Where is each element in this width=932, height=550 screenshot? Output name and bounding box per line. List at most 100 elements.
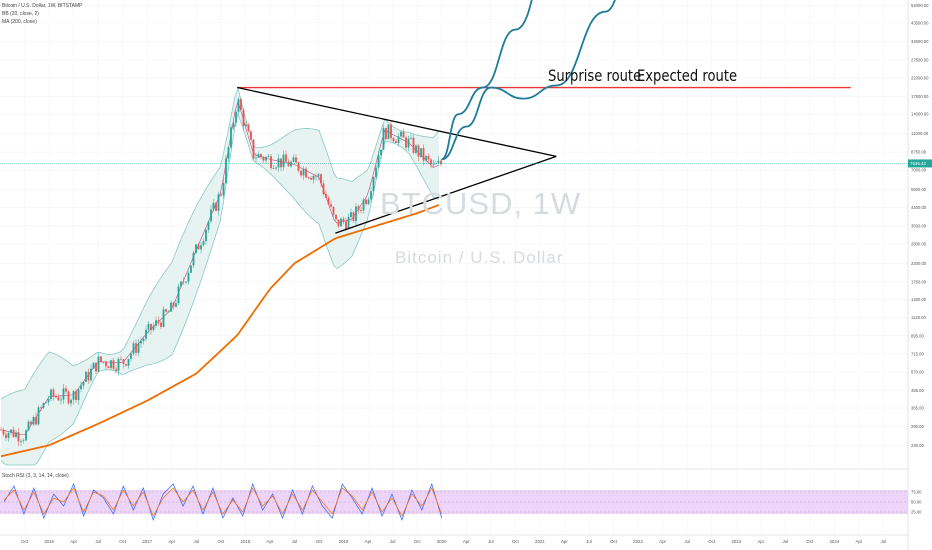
- candle-body: [345, 221, 347, 230]
- annotation-surprise-route[interactable]: Surprise route: [548, 66, 642, 85]
- price-tick-label: 11000.00: [911, 131, 929, 136]
- candle-body: [405, 137, 407, 148]
- candle-body: [255, 157, 257, 159]
- price-tick-label: 895.00: [911, 333, 924, 338]
- candle-body: [42, 403, 45, 408]
- candle-body: [142, 338, 145, 342]
- candle-body: [50, 389, 52, 400]
- stoch-tick-label: 50.00: [911, 500, 922, 505]
- candle-body: [72, 391, 75, 400]
- candle-body: [380, 149, 382, 156]
- candle-body: [45, 402, 47, 404]
- candle-body: [52, 389, 55, 397]
- time-tick-label: Jul: [881, 539, 887, 544]
- candle-body: [400, 131, 402, 137]
- time-tick-label: Jul: [95, 539, 101, 544]
- candle-body: [180, 281, 182, 287]
- candle-body: [145, 329, 147, 339]
- candle-body: [222, 183, 225, 196]
- candle-body: [350, 212, 352, 217]
- trend-drawings[interactable]: [237, 0, 851, 234]
- time-tick-label: Oct: [708, 539, 716, 544]
- expected-route-path: [441, 0, 616, 161]
- candle-body: [235, 111, 237, 123]
- time-tick-label: 2024: [829, 539, 839, 544]
- time-tick-label: Apr: [168, 539, 175, 544]
- watermark-name: Bitcoin / U.S. Dollar: [395, 248, 564, 267]
- annotation-expected-route[interactable]: Expected route: [637, 66, 738, 85]
- candle-body: [382, 128, 385, 150]
- price-tick-label: 27500.00: [911, 57, 929, 62]
- triangle-upper-line: [237, 86, 557, 157]
- candle-body: [137, 343, 140, 353]
- candle-body: [277, 158, 280, 168]
- candle-body: [17, 432, 20, 442]
- candle-body: [265, 157, 267, 161]
- candle-body: [90, 368, 92, 381]
- legend-bb[interactable]: BB (20, close, 2): [2, 11, 39, 17]
- candle-body: [65, 388, 67, 392]
- candle-body: [125, 364, 127, 366]
- time-tick-label: Oct: [512, 539, 520, 544]
- candle-body: [87, 371, 90, 381]
- candle-body: [2, 429, 5, 435]
- candle-body: [62, 388, 65, 400]
- candle-body: [327, 197, 330, 205]
- candle-body: [162, 309, 165, 327]
- candle-body: [57, 397, 60, 401]
- candle-body: [250, 131, 252, 140]
- candle-body: [307, 177, 310, 179]
- candle-body: [210, 209, 212, 222]
- time-tick-label: 2020: [437, 539, 447, 544]
- candle-body: [355, 206, 357, 222]
- candle-body: [427, 156, 430, 160]
- time-tick-label: Apr: [659, 539, 666, 544]
- candle-body: [252, 139, 255, 159]
- candle-body: [272, 168, 275, 169]
- legend-ma[interactable]: MA (200, close): [2, 19, 37, 25]
- candle-body: [10, 429, 12, 433]
- stoch-d-line: [3, 487, 443, 517]
- candle-body: [407, 138, 410, 148]
- time-tick-label: Jul: [684, 539, 690, 544]
- price-tick-label: 14000.00: [911, 112, 929, 117]
- price-tick-label: 34500.00: [911, 39, 929, 44]
- price-tick-label: 365.00: [911, 406, 924, 411]
- candle-body: [430, 159, 432, 165]
- legend-symbol[interactable]: Bitcoin / U.S. Dollar, 1W, BITSTAMP: [2, 3, 83, 9]
- candle-body: [310, 177, 312, 180]
- candle-body: [95, 362, 97, 372]
- candle-body: [195, 244, 197, 253]
- price-candles: [0, 96, 442, 458]
- candle-body: [70, 399, 72, 404]
- candle-body: [280, 158, 282, 168]
- stoch-rsi-pane: 75.00 50.00 25.00: [0, 468, 922, 522]
- time-tick-label: 2016: [44, 539, 54, 544]
- time-tick-label: 2022: [633, 539, 643, 544]
- candle-body: [370, 191, 372, 200]
- time-tick-label: Jul: [194, 539, 200, 544]
- candle-body: [420, 148, 422, 157]
- candle-body: [150, 323, 152, 331]
- candle-body: [22, 440, 25, 442]
- candle-body: [135, 343, 137, 353]
- candle-body: [37, 407, 40, 425]
- candle-body: [77, 389, 80, 400]
- candle-body: [392, 138, 395, 142]
- candle-body: [155, 320, 157, 326]
- legend-stoch-rsi[interactable]: Stoch RSI (3, 3, 14, 14, close): [2, 473, 69, 479]
- candle-body: [305, 168, 307, 178]
- candle-body: [425, 156, 427, 161]
- candle-body: [0, 429, 2, 431]
- candle-body: [25, 430, 27, 441]
- price-tick-label: 7000.00: [911, 168, 927, 173]
- price-tick-label: 290.00: [911, 424, 924, 429]
- candle-body: [175, 303, 177, 307]
- candle-body: [290, 161, 292, 167]
- price-tick-label: 1400.00: [911, 297, 927, 302]
- candle-body: [30, 421, 32, 425]
- candle-body: [395, 141, 397, 143]
- candle-body: [197, 244, 200, 250]
